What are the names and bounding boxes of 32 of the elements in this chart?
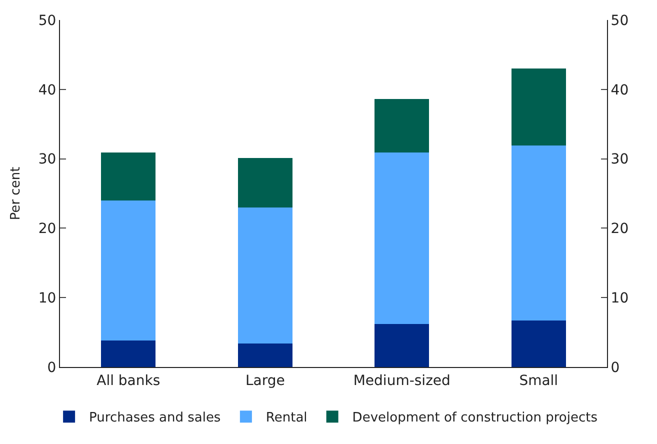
y-axis-title: Per cent bbox=[8, 166, 24, 220]
y2-tick-label: 10 bbox=[610, 290, 629, 306]
bar bbox=[374, 324, 430, 367]
x-tick-label: Small bbox=[519, 372, 558, 389]
y2-tick-label: 30 bbox=[610, 152, 629, 168]
y-tick-label: 30 bbox=[38, 152, 56, 168]
bar bbox=[238, 158, 292, 208]
bar bbox=[374, 152, 430, 324]
y-tick-label: 50 bbox=[38, 12, 56, 29]
bar bbox=[101, 340, 156, 367]
y-tick-label: 10 bbox=[38, 290, 56, 306]
bar bbox=[511, 68, 566, 146]
y-tick-label: 0 bbox=[47, 360, 56, 376]
bar bbox=[101, 200, 156, 341]
legend-label: Purchases and sales bbox=[89, 410, 221, 426]
bar bbox=[238, 207, 292, 344]
bar bbox=[374, 99, 430, 153]
y-tick-label: 20 bbox=[38, 221, 56, 238]
legend-label: Rental bbox=[266, 410, 308, 426]
bar bbox=[101, 152, 156, 200]
y2-tick-label: 50 bbox=[610, 12, 629, 29]
bar bbox=[238, 343, 292, 367]
legend-label: Development of construction projects bbox=[352, 410, 598, 426]
y2-tick-label: 40 bbox=[610, 82, 629, 98]
y-tick-label: 40 bbox=[38, 82, 56, 98]
x-tick-label: Large bbox=[245, 372, 285, 389]
bar bbox=[511, 320, 566, 367]
y2-tick-label: 0 bbox=[610, 360, 620, 376]
x-tick-label: Medium-sized bbox=[353, 372, 450, 389]
y2-tick-label: 20 bbox=[610, 221, 629, 238]
bar bbox=[511, 146, 566, 320]
x-tick-label: All banks bbox=[96, 372, 160, 389]
